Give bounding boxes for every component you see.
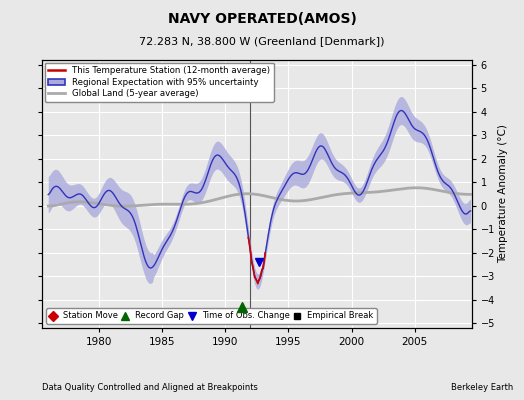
Legend: Station Move, Record Gap, Time of Obs. Change, Empirical Break: Station Move, Record Gap, Time of Obs. C…	[46, 308, 377, 324]
Text: NAVY OPERATED(AMOS): NAVY OPERATED(AMOS)	[168, 12, 356, 26]
Text: 72.283 N, 38.800 W (Greenland [Denmark]): 72.283 N, 38.800 W (Greenland [Denmark])	[139, 36, 385, 46]
Text: Data Quality Controlled and Aligned at Breakpoints: Data Quality Controlled and Aligned at B…	[42, 383, 258, 392]
Y-axis label: Temperature Anomaly (°C): Temperature Anomaly (°C)	[498, 124, 508, 264]
Text: Berkeley Earth: Berkeley Earth	[451, 383, 514, 392]
